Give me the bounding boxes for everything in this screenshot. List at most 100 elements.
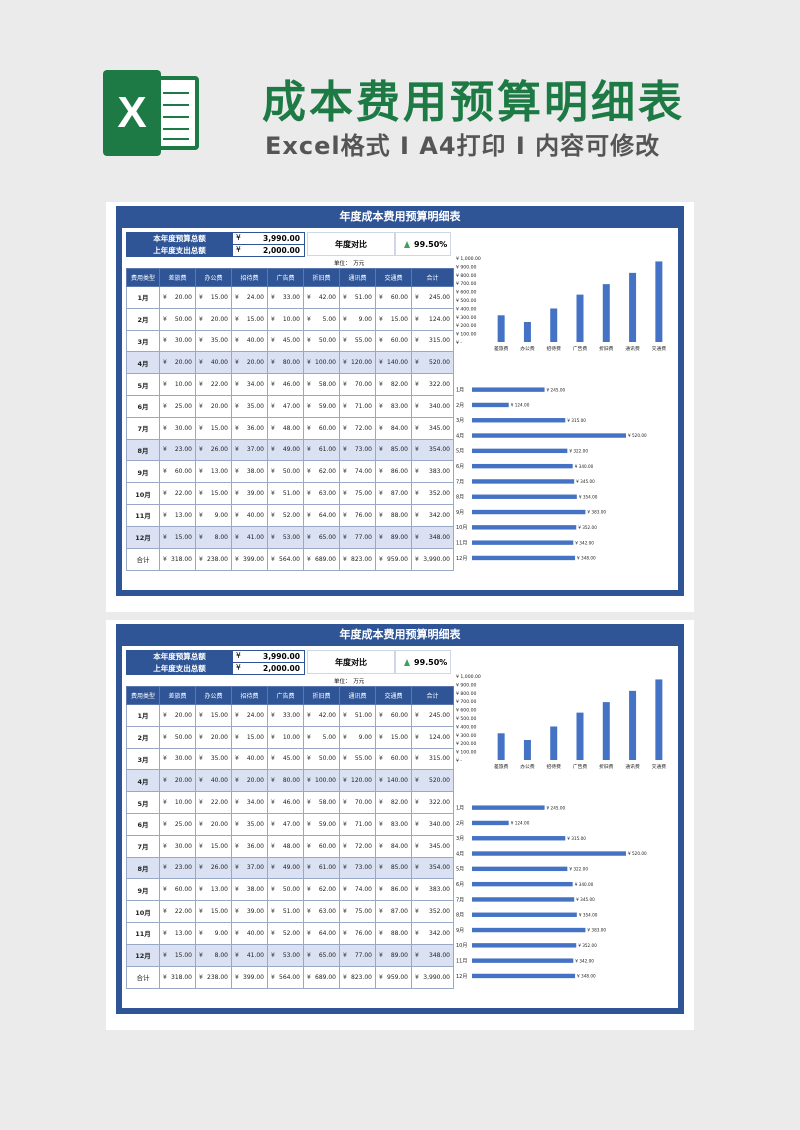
value-cell[interactable]: 352.00 <box>411 900 454 923</box>
value-cell[interactable]: 51.00 <box>267 900 304 923</box>
value-cell[interactable]: 20.00 <box>231 769 268 793</box>
value-cell[interactable]: 53.00 <box>267 525 304 549</box>
value-cell[interactable]: 83.00 <box>375 812 412 836</box>
value-cell[interactable]: 15.00 <box>375 307 412 331</box>
value-cell[interactable]: 238.00 <box>195 547 232 571</box>
value-cell[interactable]: 22.00 <box>195 373 232 396</box>
value-cell[interactable]: 318.00 <box>159 965 196 989</box>
value-cell[interactable]: 23.00 <box>159 856 196 880</box>
value-cell[interactable]: 58.00 <box>303 373 340 396</box>
value-cell[interactable]: 74.00 <box>339 460 376 484</box>
value-cell[interactable]: 10.00 <box>159 791 196 814</box>
value-cell[interactable]: 87.00 <box>375 900 412 923</box>
value-cell[interactable]: 22.00 <box>159 900 196 923</box>
value-cell[interactable]: 823.00 <box>339 965 376 989</box>
value-cell[interactable]: 5.00 <box>303 725 340 749</box>
value-cell[interactable]: 85.00 <box>375 856 412 880</box>
value-cell[interactable]: 8.00 <box>195 943 232 967</box>
value-cell[interactable]: 61.00 <box>303 856 340 880</box>
value-cell[interactable]: 13.00 <box>195 460 232 484</box>
value-cell[interactable]: 15.00 <box>195 286 232 309</box>
value-cell[interactable]: 30.00 <box>159 834 196 858</box>
value-cell[interactable]: 72.00 <box>339 416 376 440</box>
value-cell[interactable]: 41.00 <box>231 943 268 967</box>
value-cell[interactable]: 13.00 <box>159 921 196 945</box>
value-cell[interactable]: 13.00 <box>159 503 196 527</box>
value-cell[interactable]: 30.00 <box>159 329 196 353</box>
value-cell[interactable]: 20.00 <box>195 812 232 836</box>
value-cell[interactable]: 70.00 <box>339 373 376 396</box>
value-cell[interactable]: 77.00 <box>339 943 376 967</box>
value-cell[interactable]: 15.00 <box>231 307 268 331</box>
value-cell[interactable]: 35.00 <box>231 394 268 418</box>
value-cell[interactable]: 63.00 <box>303 900 340 923</box>
value-cell[interactable]: 20.00 <box>195 725 232 749</box>
value-cell[interactable]: 62.00 <box>303 878 340 902</box>
value-cell[interactable]: 10.00 <box>267 307 304 331</box>
value-cell[interactable]: 60.00 <box>375 286 412 309</box>
value-cell[interactable]: 71.00 <box>339 394 376 418</box>
month-cell[interactable]: 6月 <box>126 394 160 418</box>
value-cell[interactable]: 38.00 <box>231 460 268 484</box>
last-year-spend-value[interactable]: ¥2,000.00 <box>232 662 305 675</box>
value-cell[interactable]: 959.00 <box>375 547 412 571</box>
month-cell[interactable]: 4月 <box>126 769 160 793</box>
value-cell[interactable]: 60.00 <box>303 834 340 858</box>
value-cell[interactable]: 322.00 <box>411 373 454 396</box>
value-cell[interactable]: 22.00 <box>195 791 232 814</box>
value-cell[interactable]: 55.00 <box>339 747 376 771</box>
value-cell[interactable]: 82.00 <box>375 791 412 814</box>
value-cell[interactable]: 315.00 <box>411 747 454 771</box>
value-cell[interactable]: 245.00 <box>411 286 454 309</box>
value-cell[interactable]: 20.00 <box>195 394 232 418</box>
value-cell[interactable]: 77.00 <box>339 525 376 549</box>
value-cell[interactable]: 34.00 <box>231 791 268 814</box>
value-cell[interactable]: 33.00 <box>267 704 304 727</box>
value-cell[interactable]: 51.00 <box>267 482 304 505</box>
value-cell[interactable]: 49.00 <box>267 438 304 462</box>
value-cell[interactable]: 36.00 <box>231 834 268 858</box>
value-cell[interactable]: 9.00 <box>339 307 376 331</box>
value-cell[interactable]: 20.00 <box>159 704 196 727</box>
value-cell[interactable]: 245.00 <box>411 704 454 727</box>
value-cell[interactable]: 36.00 <box>231 416 268 440</box>
value-cell[interactable]: 24.00 <box>231 286 268 309</box>
value-cell[interactable]: 15.00 <box>195 704 232 727</box>
value-cell[interactable]: 71.00 <box>339 812 376 836</box>
value-cell[interactable]: 13.00 <box>195 878 232 902</box>
value-cell[interactable]: 124.00 <box>411 307 454 331</box>
value-cell[interactable]: 26.00 <box>195 856 232 880</box>
value-cell[interactable]: 89.00 <box>375 943 412 967</box>
month-cell[interactable]: 8月 <box>126 856 160 880</box>
value-cell[interactable]: 50.00 <box>159 307 196 331</box>
value-cell[interactable]: 9.00 <box>195 921 232 945</box>
month-cell[interactable]: 3月 <box>126 747 160 771</box>
value-cell[interactable]: 318.00 <box>159 547 196 571</box>
value-cell[interactable]: 15.00 <box>195 834 232 858</box>
value-cell[interactable]: 62.00 <box>303 460 340 484</box>
value-cell[interactable]: 124.00 <box>411 725 454 749</box>
value-cell[interactable]: 315.00 <box>411 329 454 353</box>
value-cell[interactable]: 238.00 <box>195 965 232 989</box>
value-cell[interactable]: 75.00 <box>339 900 376 923</box>
value-cell[interactable]: 88.00 <box>375 921 412 945</box>
value-cell[interactable]: 35.00 <box>195 747 232 771</box>
value-cell[interactable]: 86.00 <box>375 460 412 484</box>
value-cell[interactable]: 73.00 <box>339 438 376 462</box>
value-cell[interactable]: 348.00 <box>411 525 454 549</box>
value-cell[interactable]: 82.00 <box>375 373 412 396</box>
value-cell[interactable]: 30.00 <box>159 416 196 440</box>
value-cell[interactable]: 51.00 <box>339 286 376 309</box>
month-cell[interactable]: 5月 <box>126 791 160 814</box>
value-cell[interactable]: 45.00 <box>267 747 304 771</box>
value-cell[interactable]: 70.00 <box>339 791 376 814</box>
value-cell[interactable]: 59.00 <box>303 394 340 418</box>
value-cell[interactable]: 10.00 <box>267 725 304 749</box>
value-cell[interactable]: 40.00 <box>231 503 268 527</box>
value-cell[interactable]: 42.00 <box>303 704 340 727</box>
value-cell[interactable]: 38.00 <box>231 878 268 902</box>
value-cell[interactable]: 352.00 <box>411 482 454 505</box>
value-cell[interactable]: 9.00 <box>195 503 232 527</box>
value-cell[interactable]: 40.00 <box>195 769 232 793</box>
value-cell[interactable]: 60.00 <box>375 747 412 771</box>
